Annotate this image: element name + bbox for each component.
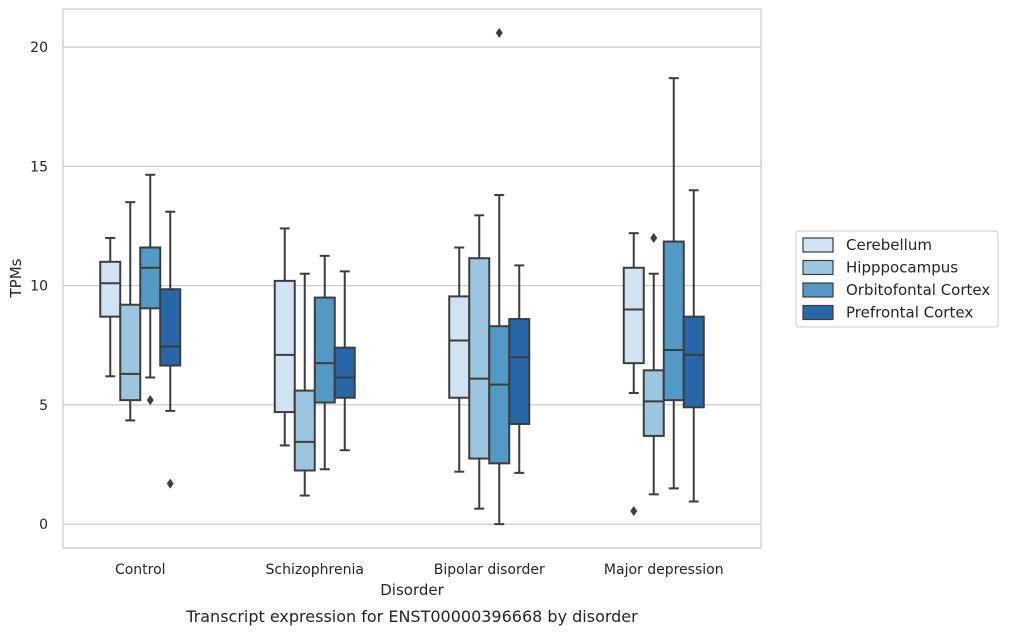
box-prefrontal-cortex [682, 189, 705, 503]
plot-area [62, 8, 762, 549]
box-body [622, 266, 645, 365]
legend-swatch [802, 304, 834, 321]
x-tick-label: Control [115, 562, 166, 578]
box-prefrontal-cortex [159, 210, 182, 489]
box-prefrontal-cortex [333, 270, 356, 452]
chart-caption: Transcript expression for ENST0000039666… [185, 607, 638, 626]
box-orbitofontal-cortex [313, 254, 336, 471]
box-body [682, 315, 705, 409]
legend-label: Cerebellum [846, 236, 932, 254]
y-tick-label: 5 [39, 398, 48, 414]
legend-swatch [802, 237, 834, 253]
outlier-marker [166, 478, 174, 489]
box-cerebellum [622, 232, 645, 517]
box-body [468, 257, 491, 460]
box-body [119, 303, 142, 402]
box-hipppocampus [119, 201, 142, 422]
box-body [488, 325, 511, 465]
box-body [333, 346, 356, 399]
outlier-marker [650, 232, 658, 243]
x-tick-label: Bipolar disorder [434, 562, 545, 578]
box-body [159, 288, 182, 367]
legend-frame [795, 230, 999, 328]
legend-label: Prefrontal Cortex [846, 304, 973, 322]
outlier-marker [630, 506, 638, 517]
box-cerebellum [273, 227, 296, 447]
box-cerebellum [448, 246, 471, 473]
box-hipppocampus [642, 232, 665, 496]
box-prefrontal-cortex [508, 264, 531, 474]
y-tick-label: 0 [39, 517, 48, 533]
y-tick-label: 20 [30, 40, 48, 56]
y-tick-label: 15 [30, 159, 48, 175]
legend-label: Hipppocampus [846, 259, 958, 277]
box-body [642, 369, 665, 437]
box-body [273, 279, 296, 414]
box-body [448, 295, 471, 399]
box-body [139, 246, 162, 310]
x-tick-labels: Control Schizophrenia Bipolar disorder Majo… [115, 562, 724, 578]
box-orbitofontal-cortex [139, 173, 162, 406]
y-axis-label: TPMs [7, 258, 25, 298]
x-tick-label: Schizophrenia [266, 562, 364, 578]
x-tick-label: Major depression [604, 562, 724, 578]
box-orbitofontal-cortex [662, 77, 685, 490]
legend-label: Orbitofontal Cortex [846, 281, 990, 299]
box-body [662, 240, 685, 402]
box-body [313, 296, 336, 404]
outlier-marker [146, 395, 154, 406]
box-body [508, 318, 531, 425]
legend: Cerebellum Hipppocampus Orbitofontal Corte… [795, 230, 999, 328]
box-body [293, 389, 316, 472]
box-series [99, 27, 705, 526]
y-tick-label: 10 [30, 279, 48, 295]
box-hipppocampus [293, 272, 316, 497]
box-body [99, 260, 122, 318]
box-cerebellum [99, 236, 122, 378]
x-axis-label: Disorder [380, 581, 444, 599]
outlier-marker [495, 27, 503, 38]
y-tick-labels: 0 5 10 15 20 [30, 40, 48, 533]
legend-swatch [802, 259, 834, 276]
legend-swatch [802, 282, 834, 298]
